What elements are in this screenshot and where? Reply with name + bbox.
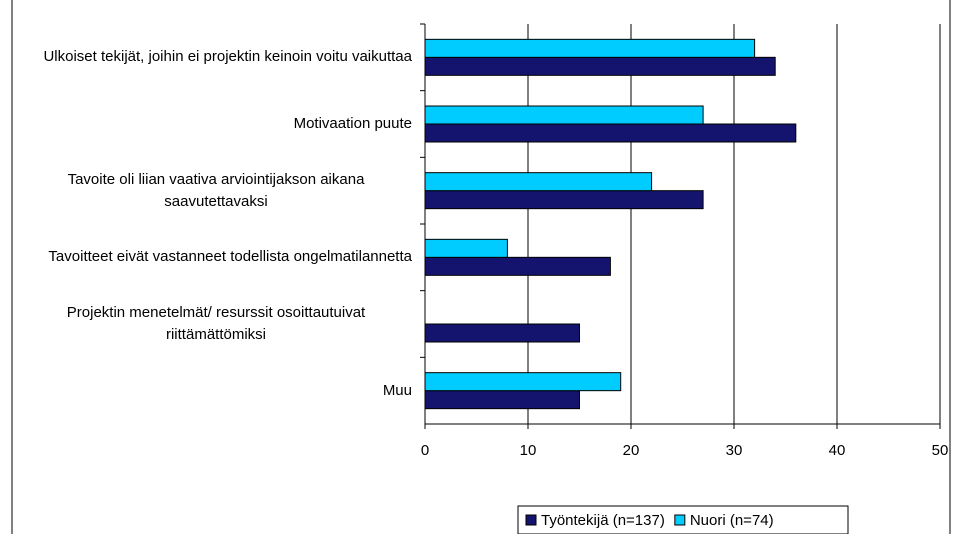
bar — [424, 123, 797, 143]
y-tick-label: Motivaation puute — [10, 94, 412, 154]
bar — [424, 372, 622, 392]
y-tick-text: Motivaation puute — [293, 115, 412, 132]
bar — [424, 190, 704, 210]
y-tick-label: Tavoitteet eivät vastanneet todellista o… — [10, 227, 412, 287]
x-tick-label: 50 — [932, 442, 949, 459]
y-tick-label: Muu — [10, 361, 412, 421]
bar — [424, 38, 756, 58]
bar — [424, 105, 704, 125]
y-tick-text: Ulkoiset tekijät, joihin ei projektin ke… — [43, 48, 412, 66]
y-tick-text: Muu — [382, 381, 412, 399]
legend-label: Työntekijä (n=137) — [541, 512, 665, 529]
x-tick-label: 10 — [520, 442, 537, 459]
legend-swatch — [525, 514, 537, 526]
legend-label: Nuori (n=74) — [690, 512, 774, 529]
x-tick-label: 40 — [829, 442, 846, 459]
bar — [424, 390, 580, 410]
y-tick-label: Ulkoiset tekijät, joihin ei projektin ke… — [10, 27, 412, 87]
y-tick-text: Projektin menetelmät/ resurssit osoittau… — [66, 304, 366, 343]
bar — [424, 323, 580, 343]
x-tick-label: 30 — [726, 442, 743, 459]
bar — [424, 172, 653, 192]
legend-swatch — [674, 514, 686, 526]
bar — [424, 238, 508, 258]
x-tick-label: 0 — [421, 442, 429, 459]
bar — [424, 56, 776, 76]
x-tick-label: 20 — [623, 442, 640, 459]
bar — [424, 256, 611, 276]
y-tick-label: Projektin menetelmät/ resurssit osoittau… — [10, 294, 412, 354]
y-tick-text: Tavoitteet eivät vastanneet todellista o… — [48, 248, 412, 266]
y-tick-text: Tavoite oli liian vaativa arviointijakso… — [67, 170, 365, 210]
y-tick-label: Tavoite oli liian vaativa arviointijakso… — [10, 161, 412, 221]
